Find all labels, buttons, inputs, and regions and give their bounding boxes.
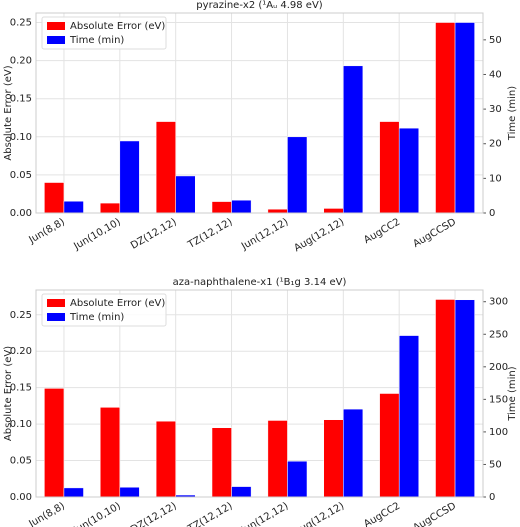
legend-label: Absolute Error (eV) [70,298,165,309]
y2-tick-label: 100 [489,427,508,438]
bar [44,182,65,214]
legend-swatch [47,313,65,321]
bar [343,65,364,214]
plot-frame [35,12,484,214]
x-tick-label: TZ(12,12) [185,217,234,252]
bar [287,460,308,498]
bar [100,407,121,498]
y-tick-label: 0.10 [10,419,32,430]
bar [119,486,140,498]
legend-label: Time (min) [69,35,124,46]
x-tick-label: Jun(12,12) [239,217,291,253]
bar [175,175,196,214]
bar [119,140,140,214]
y2-axis-label: Time (min) [507,86,518,141]
plot-frame [35,289,484,498]
x-tick-label: Jun(10,10) [71,501,123,527]
y-tick-label: 0.00 [10,208,32,219]
bar [211,427,232,498]
x-tick-label: Jun(10,10) [71,217,123,253]
bar [287,136,308,214]
bar [379,393,400,498]
y-tick-label: 0.05 [10,456,32,467]
bar [398,335,419,498]
bar [323,419,344,498]
legend-label: Time (min) [69,312,124,323]
bar [63,487,84,498]
bar [155,420,176,498]
bar [454,22,475,214]
x-tick-label: AugCC2 [362,501,402,527]
y-axis-label: Absolute Error (eV) [3,346,14,441]
legend-swatch [47,299,65,307]
bar [454,299,475,498]
y-axis-label: Absolute Error (eV) [3,65,14,160]
y2-tick-label: 50 [489,459,502,470]
legend-swatch [47,22,65,30]
bar [343,408,364,498]
bar [435,22,456,214]
bar [398,127,419,214]
bar [63,200,84,214]
legend-box [41,16,167,50]
bar [267,208,288,214]
x-tick-label: AugCCSD [411,501,458,527]
bar [379,121,400,214]
y-tick-label: 0.10 [10,132,32,143]
y-tick-label: 0.25 [10,18,32,29]
y2-tick-label: 250 [489,329,508,340]
x-tick-label: Aug(12,12) [292,501,346,527]
bar [435,299,456,498]
bar [155,121,176,214]
x-tick-label: Jun(8,8) [26,501,67,527]
y2-axis-label: Time (min) [507,366,518,421]
y-tick-label: 0.05 [10,170,32,181]
chart-title: aza-naphthalene-x1 (¹B₁g 3.14 eV) [173,277,347,288]
y2-tick-label: 200 [489,362,508,373]
y2-tick-label: 30 [489,104,502,115]
y-tick-label: 0.15 [10,383,32,394]
y-tick-label: 0.00 [10,492,32,503]
y2-tick-label: 20 [489,139,502,150]
y2-tick-label: 300 [489,297,508,308]
y-tick-label: 0.25 [10,310,32,321]
y2-tick-label: 0 [489,208,495,219]
bar [231,486,252,498]
bar [211,201,232,214]
x-tick-label: Jun(8,8) [26,217,67,247]
bar [100,202,121,214]
x-tick-label: DZ(12,12) [129,501,179,527]
bar [231,199,252,214]
legend-label: Absolute Error (eV) [70,21,165,32]
legend-swatch [47,36,65,44]
y2-tick-label: 10 [489,173,502,184]
y-tick-label: 0.20 [10,346,32,357]
bar [44,388,65,498]
legend-box [41,293,167,327]
chart-title: pyrazine-x2 (¹Aᵤ 4.98 eV) [196,0,323,11]
x-tick-label: TZ(12,12) [185,501,234,527]
y-tick-label: 0.15 [10,94,32,105]
x-tick-label: AugCCSD [411,217,458,250]
y2-tick-label: 0 [489,492,495,503]
y2-tick-label: 150 [489,394,508,405]
x-tick-label: Aug(12,12) [292,217,346,255]
y-tick-label: 0.20 [10,56,32,67]
x-tick-label: Jun(12,12) [239,501,291,527]
bar [267,420,288,498]
bar [323,208,344,214]
y2-tick-label: 50 [489,35,502,46]
y2-tick-label: 40 [489,69,502,80]
x-tick-label: AugCC2 [362,217,402,246]
x-tick-label: DZ(12,12) [129,217,179,252]
